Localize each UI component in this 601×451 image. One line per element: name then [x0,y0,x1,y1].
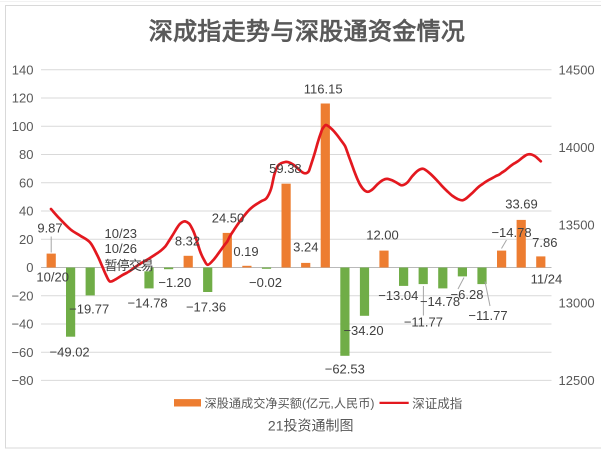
svg-text:深成指走势与深股通资金情况: 深成指走势与深股通资金情况 [149,18,466,46]
svg-text:40: 40 [19,204,33,219]
svg-text:深股通成交净买额(亿元,人民币): 深股通成交净买额(亿元,人民币) [205,396,375,411]
svg-text:10/23: 10/23 [105,226,138,241]
svg-text:100: 100 [12,119,34,134]
svg-text:3.24: 3.24 [293,240,318,255]
svg-text:120: 120 [12,91,34,106]
svg-text:−40: −40 [11,317,33,332]
svg-text:−14.78: −14.78 [128,295,168,310]
svg-text:−34.20: −34.20 [343,323,383,338]
svg-text:60: 60 [19,175,33,190]
svg-text:−0.02: −0.02 [249,275,282,290]
svg-text:33.69: 33.69 [505,197,538,212]
svg-text:7.86: 7.86 [532,235,557,250]
svg-text:0: 0 [26,260,33,275]
svg-text:−1.20: −1.20 [158,275,191,290]
svg-text:12500: 12500 [559,373,595,388]
svg-text:−49.02: −49.02 [50,344,90,359]
svg-text:−14.78: −14.78 [420,294,460,309]
svg-text:12.00: 12.00 [366,227,399,242]
svg-text:−62.53: −62.53 [325,362,365,377]
svg-text:−14.78: −14.78 [491,225,531,240]
svg-text:9.87: 9.87 [37,220,62,235]
svg-text:−19.77: −19.77 [69,301,109,316]
svg-text:10/20: 10/20 [36,270,69,285]
svg-text:−11.77: −11.77 [404,315,443,330]
svg-text:11/24: 11/24 [531,272,563,287]
svg-text:−20: −20 [11,288,33,303]
svg-text:20: 20 [19,232,33,247]
svg-text:13500: 13500 [559,218,595,233]
svg-text:24.50: 24.50 [212,210,245,225]
svg-text:−13.04: −13.04 [378,288,418,303]
svg-text:80: 80 [19,147,33,162]
svg-text:116.15: 116.15 [304,81,343,96]
svg-text:−6.28: −6.28 [451,287,484,302]
svg-text:暂停交易: 暂停交易 [105,258,153,273]
svg-text:−17.36: −17.36 [186,300,226,315]
svg-text:13000: 13000 [559,295,595,310]
svg-text:21投资通制图: 21投资通制图 [268,418,354,434]
svg-text:0.19: 0.19 [233,244,258,259]
svg-text:−80: −80 [11,373,33,388]
svg-text:14500: 14500 [559,62,595,77]
svg-text:140: 140 [12,62,34,77]
svg-text:−60: −60 [11,345,33,360]
svg-text:10/26: 10/26 [105,241,138,256]
svg-text:14000: 14000 [559,140,595,155]
svg-text:8.32: 8.32 [175,234,200,249]
svg-text:59.38: 59.38 [269,161,302,176]
svg-text:−11.77: −11.77 [468,308,507,323]
svg-text:深证成指: 深证成指 [412,396,462,411]
